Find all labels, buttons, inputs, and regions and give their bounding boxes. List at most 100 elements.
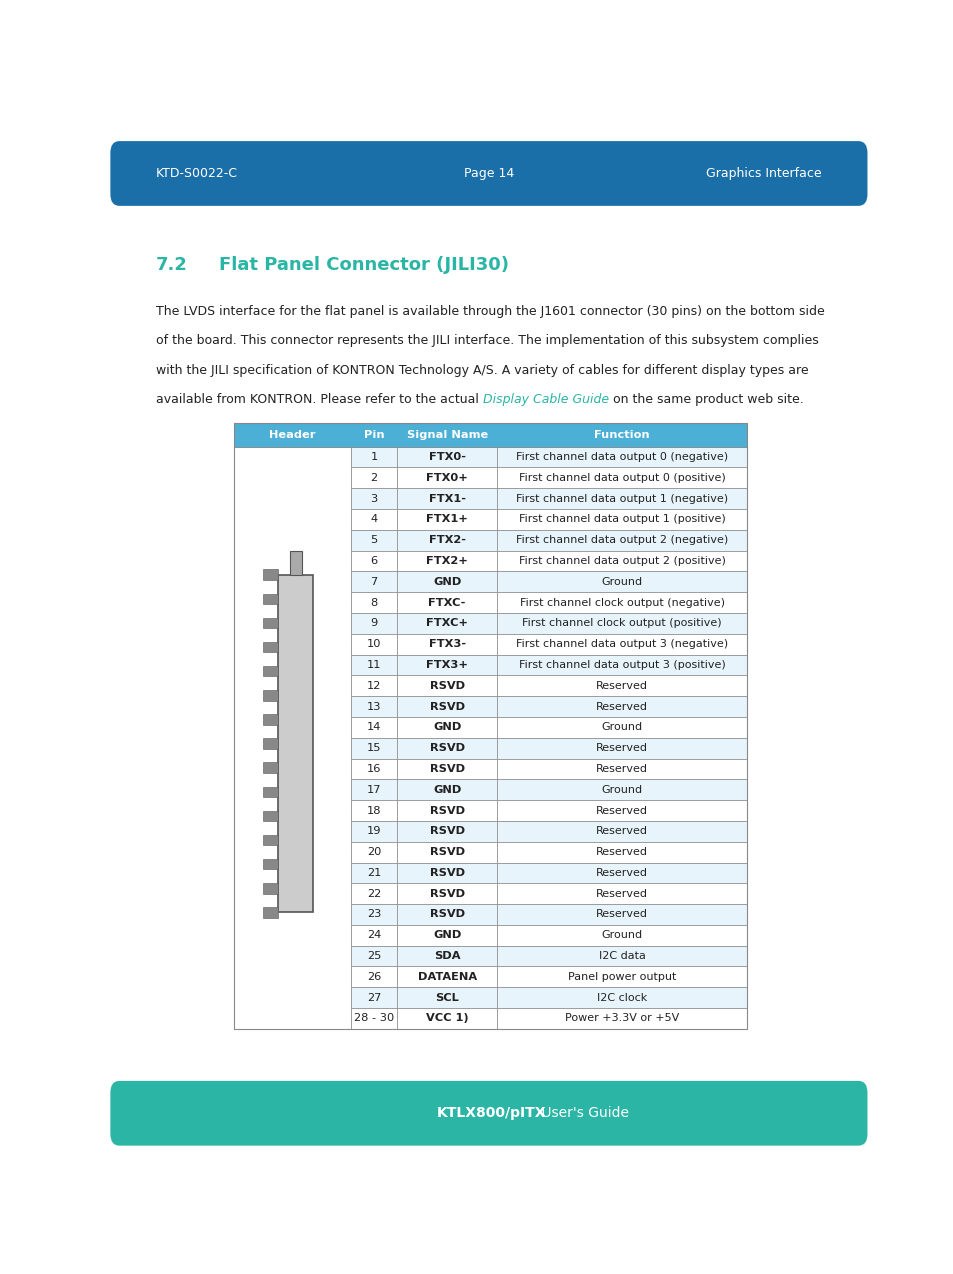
Bar <box>351 488 396 508</box>
Bar <box>263 762 278 773</box>
Text: 25: 25 <box>366 952 381 961</box>
Bar <box>396 508 497 530</box>
Text: Ground: Ground <box>600 930 642 940</box>
Bar <box>351 987 396 1008</box>
Bar <box>263 859 278 869</box>
Text: 18: 18 <box>366 805 381 815</box>
Text: RSVD: RSVD <box>429 764 464 773</box>
Bar <box>497 717 746 738</box>
Bar <box>396 571 497 592</box>
Text: Reserved: Reserved <box>596 847 647 857</box>
Text: 28 - 30: 28 - 30 <box>354 1014 394 1023</box>
Bar <box>497 905 746 925</box>
Bar <box>351 655 396 675</box>
Text: 26: 26 <box>367 972 380 982</box>
Bar <box>497 613 746 633</box>
Text: First channel data output 3 (positive): First channel data output 3 (positive) <box>518 660 724 670</box>
Bar <box>351 675 396 696</box>
Text: Reserved: Reserved <box>596 764 647 773</box>
Text: 2: 2 <box>370 473 377 483</box>
Bar <box>351 571 396 592</box>
Bar <box>263 810 278 822</box>
Bar <box>278 575 313 912</box>
Bar <box>263 618 278 628</box>
Text: Reserved: Reserved <box>596 868 647 878</box>
Text: First channel clock output (positive): First channel clock output (positive) <box>521 618 721 628</box>
Bar <box>396 883 497 905</box>
Text: First channel data output 0 (negative): First channel data output 0 (negative) <box>516 452 727 462</box>
Text: RSVD: RSVD <box>429 702 464 711</box>
Text: 14: 14 <box>366 722 381 733</box>
Bar <box>497 675 746 696</box>
Text: Ground: Ground <box>600 577 642 587</box>
Bar <box>396 613 497 633</box>
Text: Flat Panel Connector (JILI30): Flat Panel Connector (JILI30) <box>219 256 509 274</box>
Bar <box>396 592 497 613</box>
Text: of the board. This connector represents the JILI interface. The implementation o: of the board. This connector represents … <box>156 334 818 348</box>
Bar <box>497 987 746 1008</box>
Text: First channel data output 2 (negative): First channel data output 2 (negative) <box>516 535 727 545</box>
Bar <box>497 862 746 883</box>
Bar <box>233 423 746 1029</box>
Bar <box>263 834 278 845</box>
Bar <box>497 696 746 717</box>
Bar <box>396 758 497 780</box>
Text: Reserved: Reserved <box>596 743 647 753</box>
Text: RSVD: RSVD <box>429 889 464 898</box>
Text: 9: 9 <box>370 618 377 628</box>
Text: KTLX800/pITX: KTLX800/pITX <box>436 1106 546 1120</box>
Text: 7: 7 <box>370 577 377 587</box>
Bar <box>290 552 301 575</box>
Text: FTXC+: FTXC+ <box>426 618 468 628</box>
Text: First channel data output 2 (positive): First channel data output 2 (positive) <box>518 555 724 566</box>
Text: FTX1-: FTX1- <box>428 493 465 503</box>
Text: 1: 1 <box>370 452 377 462</box>
Bar <box>351 696 396 717</box>
Text: 19: 19 <box>366 827 381 836</box>
Bar <box>351 842 396 862</box>
Text: FTX0+: FTX0+ <box>426 473 468 483</box>
Bar <box>351 800 396 820</box>
Text: FTX0-: FTX0- <box>428 452 465 462</box>
Text: Reserved: Reserved <box>596 889 647 898</box>
Text: 6: 6 <box>370 555 377 566</box>
Text: 11: 11 <box>366 660 381 670</box>
Text: with the JILI specification of KONTRON Technology A/S. A variety of cables for d: with the JILI specification of KONTRON T… <box>156 364 808 377</box>
Bar <box>233 423 746 447</box>
Text: RSVD: RSVD <box>429 868 464 878</box>
Bar <box>233 447 351 1029</box>
Text: RSVD: RSVD <box>429 743 464 753</box>
Bar <box>396 945 497 967</box>
Bar <box>263 786 278 798</box>
Text: 4: 4 <box>370 515 377 525</box>
Text: GND: GND <box>433 930 461 940</box>
Bar <box>497 633 746 655</box>
Text: RSVD: RSVD <box>429 847 464 857</box>
Text: Reserved: Reserved <box>596 805 647 815</box>
Bar <box>351 717 396 738</box>
Text: Display Cable Guide: Display Cable Guide <box>482 394 609 406</box>
Bar <box>497 925 746 945</box>
Text: on the same product web site.: on the same product web site. <box>609 394 803 406</box>
Text: FTX2-: FTX2- <box>428 535 465 545</box>
Bar <box>351 967 396 987</box>
Text: Function: Function <box>594 429 649 440</box>
Text: 16: 16 <box>366 764 381 773</box>
Text: 7.2: 7.2 <box>156 256 188 274</box>
Text: First channel data output 1 (positive): First channel data output 1 (positive) <box>518 515 724 525</box>
Text: 17: 17 <box>366 785 381 795</box>
Bar <box>497 780 746 800</box>
Bar <box>119 1093 858 1113</box>
Bar <box>497 447 746 468</box>
Bar <box>396 925 497 945</box>
Text: RSVD: RSVD <box>429 827 464 836</box>
Bar <box>351 905 396 925</box>
Bar <box>351 468 396 488</box>
Bar <box>497 508 746 530</box>
Bar <box>396 1008 497 1029</box>
Bar <box>497 758 746 780</box>
Bar <box>497 1008 746 1029</box>
Bar <box>497 655 746 675</box>
Text: 13: 13 <box>366 702 381 711</box>
Bar <box>497 945 746 967</box>
